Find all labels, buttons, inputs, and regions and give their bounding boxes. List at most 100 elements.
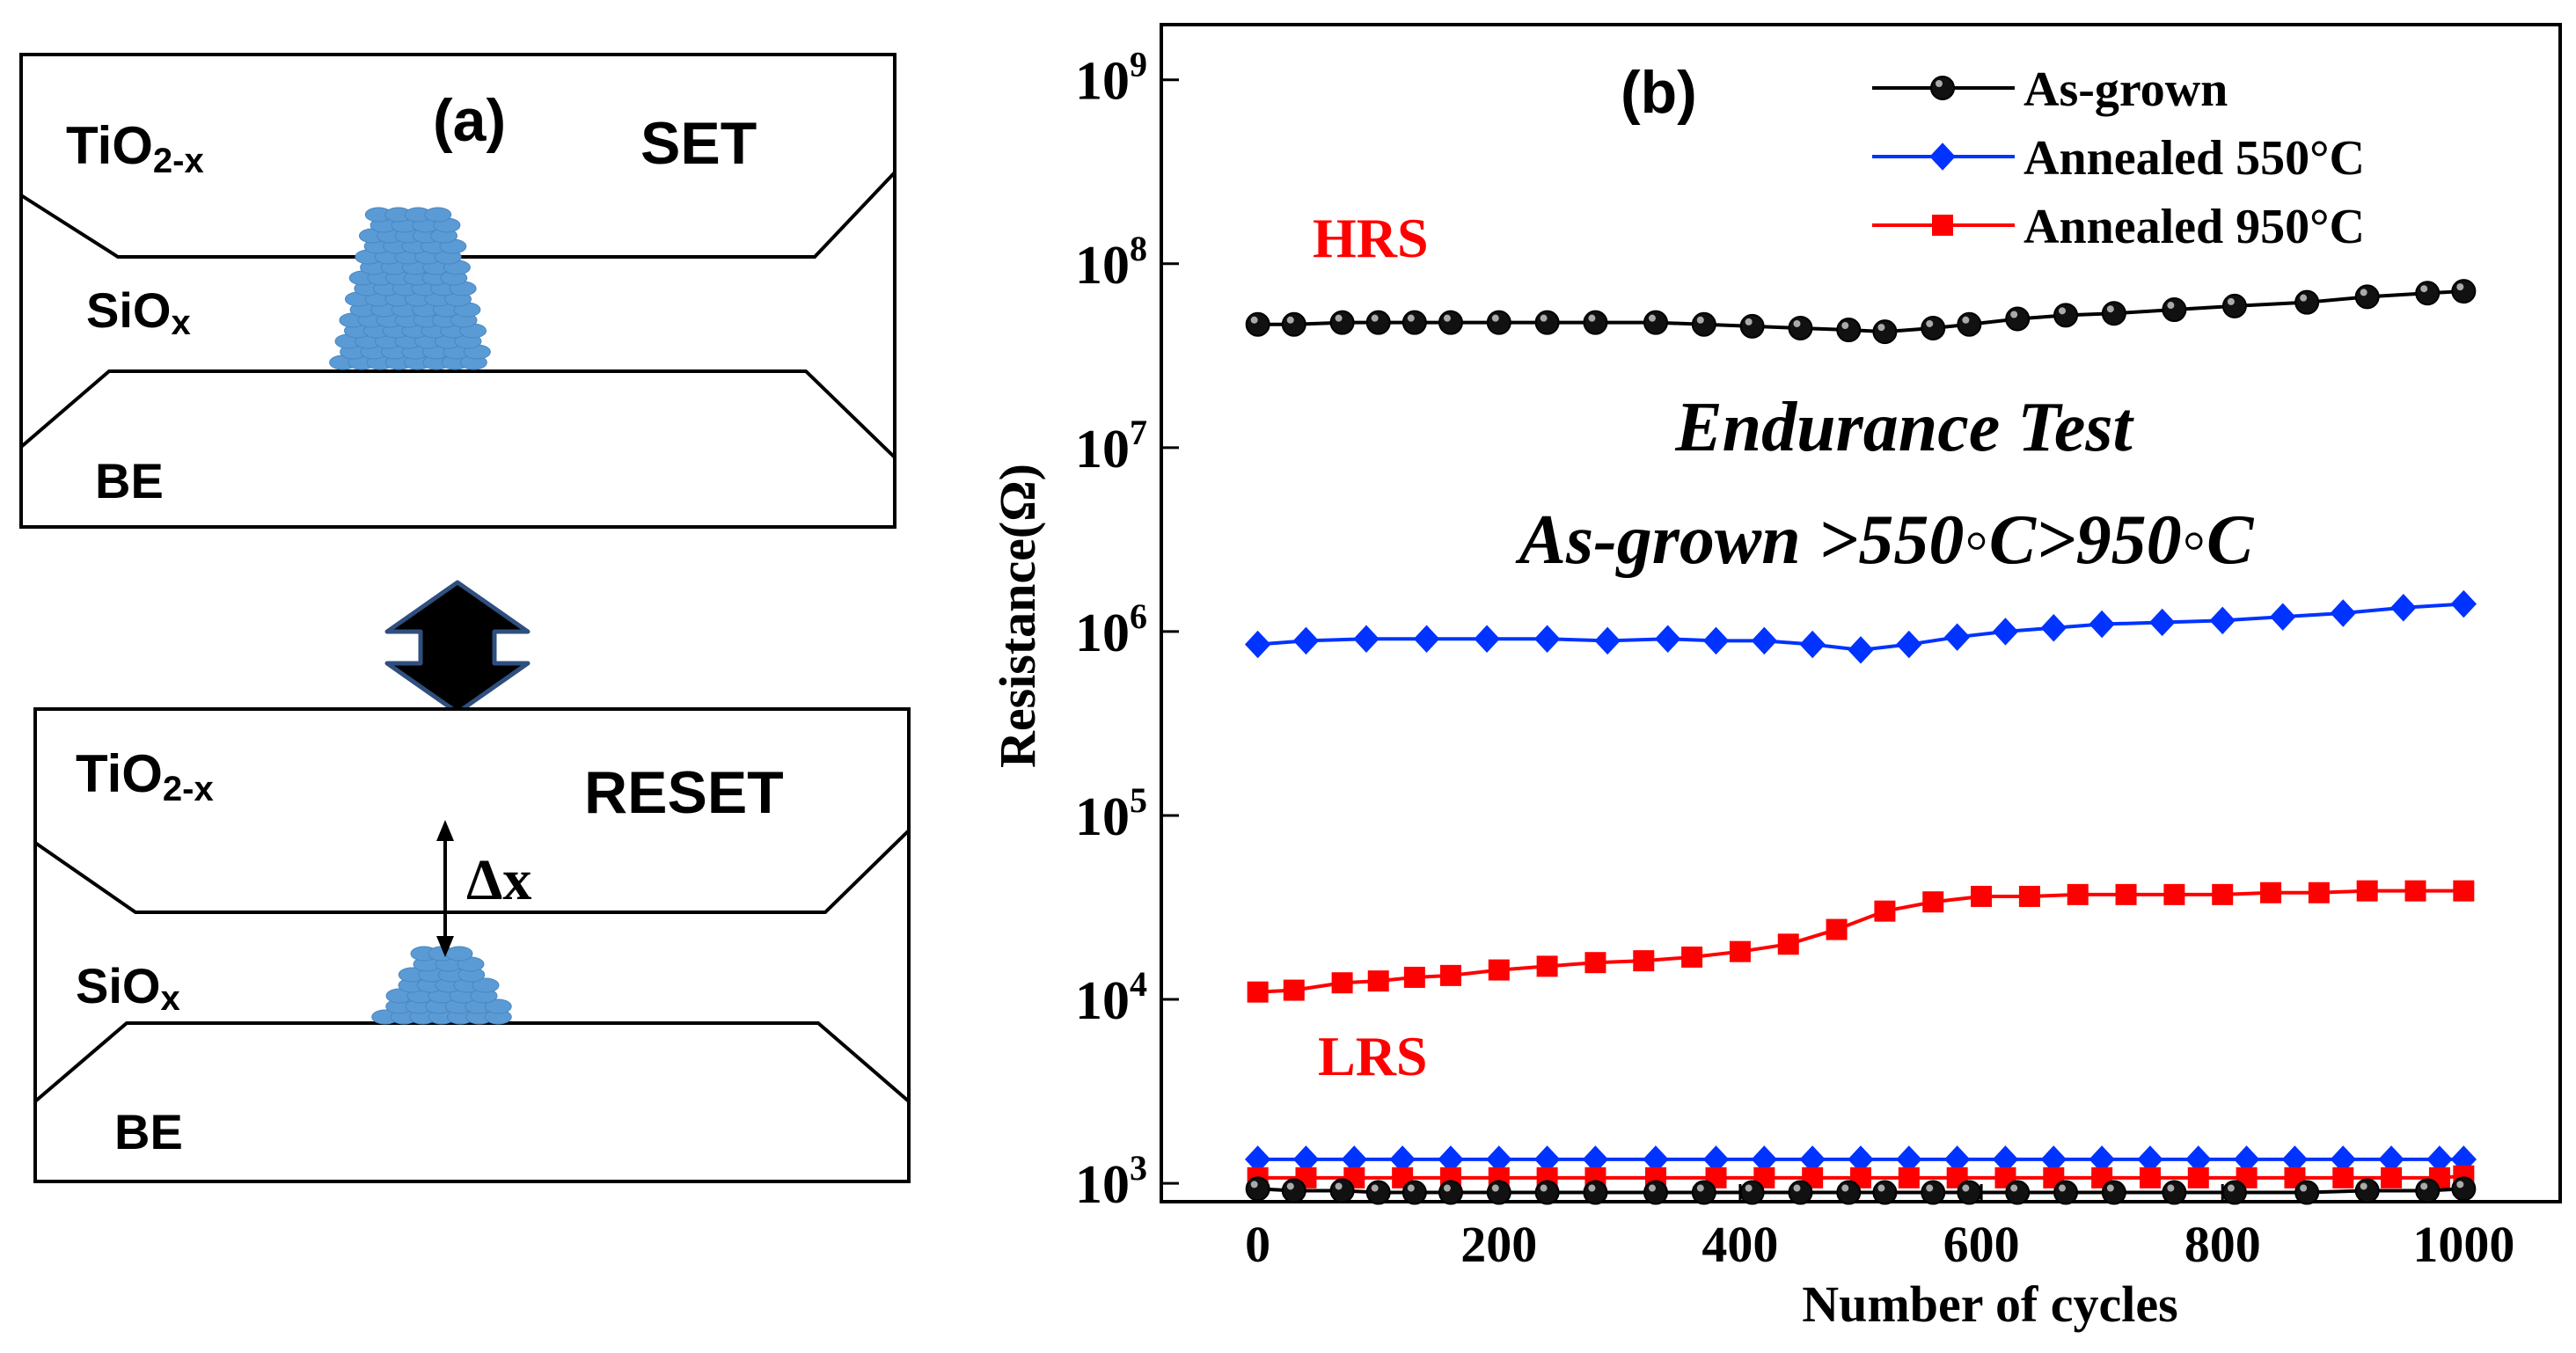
data-point <box>2308 881 2330 903</box>
data-point <box>1353 625 1379 654</box>
data-point-highlight <box>2300 294 2308 302</box>
data-point <box>2067 883 2089 905</box>
data-point <box>1584 952 1606 974</box>
data-point <box>2162 1180 2187 1205</box>
data-point <box>2101 1180 2126 1205</box>
series-annealed-950-c-lrs <box>1247 1165 2475 1188</box>
data-point <box>1702 626 1730 655</box>
data-point-highlight <box>1443 1184 1451 1192</box>
data-point <box>2018 885 2040 907</box>
y-tick-label: 103 <box>1075 1148 1147 1215</box>
data-point <box>1245 311 1270 337</box>
data-point-highlight <box>1371 1184 1379 1192</box>
data-point-highlight <box>1335 1182 1343 1190</box>
data-point-highlight <box>1491 314 1499 322</box>
data-point <box>2101 301 2126 326</box>
data-point <box>1739 1180 1765 1205</box>
data-point-highlight <box>2106 305 2114 313</box>
data-point <box>2212 883 2234 905</box>
data-point <box>2005 1180 2031 1205</box>
data-point-highlight <box>1540 1184 1548 1192</box>
y-tick-label: 106 <box>1075 596 1147 663</box>
data-point-highlight <box>2167 1184 2175 1192</box>
data-point <box>2453 880 2475 902</box>
data-point <box>2209 606 2236 635</box>
annotation-title-line1: Endurance Test <box>1674 389 2134 466</box>
reset-filament-cluster <box>371 946 512 1025</box>
data-point <box>1943 623 1971 651</box>
data-point <box>1365 310 1391 335</box>
data-point-highlight <box>1250 316 1258 324</box>
data-point-highlight <box>1793 319 1801 327</box>
data-point <box>1474 625 1500 654</box>
data-point <box>1488 959 1510 981</box>
data-point <box>1957 311 1982 337</box>
data-point <box>1836 1180 1862 1205</box>
data-point <box>1534 1180 1560 1205</box>
reset-middle-layer-label: SiOx <box>76 958 180 1018</box>
data-point <box>1486 1180 1511 1205</box>
data-point <box>1655 625 1681 654</box>
data-point <box>1788 315 1813 340</box>
data-point <box>1751 626 1778 655</box>
data-point <box>1403 966 1425 988</box>
series-annealed-950-c-hrs <box>1247 880 2475 1003</box>
set-top-layer-label: TiO2-x <box>66 116 204 180</box>
data-point <box>2221 293 2247 318</box>
reset-bottom-layer-label: BE <box>114 1104 183 1159</box>
set-state-label: SET <box>640 110 757 177</box>
x-tick-label: 200 <box>1460 1216 1537 1273</box>
data-point <box>2221 1180 2247 1205</box>
data-point-highlight <box>2059 307 2067 315</box>
reset-top-layer-label: TiO2-x <box>76 744 214 808</box>
data-point-highlight <box>1926 1184 1934 1192</box>
y-tick-label: 108 <box>1075 229 1147 296</box>
data-point <box>1896 630 1922 659</box>
data-point-highlight <box>2420 285 2428 293</box>
data-point <box>1957 1180 1982 1205</box>
data-point <box>2356 880 2378 902</box>
set-lower-interface <box>19 369 896 459</box>
reset-filament-particle <box>445 946 473 962</box>
data-point-highlight <box>2360 1182 2367 1190</box>
reset-state-label: RESET <box>584 759 784 826</box>
data-point <box>2115 883 2137 905</box>
data-point <box>1292 626 1320 655</box>
series-annealed-550-c-lrs <box>1244 1145 2477 1174</box>
y-tick-label: 104 <box>1075 964 1147 1031</box>
data-point <box>1691 1180 1716 1205</box>
data-point <box>1413 625 1440 654</box>
data-point <box>1643 1180 1668 1205</box>
data-point <box>1329 310 1355 335</box>
data-point <box>1898 1167 1920 1188</box>
data-point-highlight <box>1696 316 1704 324</box>
x-tick-label: 1000 <box>2412 1216 2514 1273</box>
data-point <box>2332 1167 2354 1188</box>
data-point-highlight <box>2227 297 2235 305</box>
data-point-highlight <box>1962 316 1970 324</box>
plot-frame <box>1160 23 2562 1203</box>
x-tick-label: 0 <box>1245 1216 1270 1273</box>
reset-filament-particle <box>472 977 500 993</box>
legend-marker <box>1930 76 1955 100</box>
data-point <box>2294 1180 2320 1205</box>
data-point <box>1633 950 1655 972</box>
data-point <box>1691 311 1716 337</box>
data-point-highlight <box>1443 314 1451 322</box>
data-point-highlight <box>1962 1184 1970 1192</box>
data-point <box>2451 279 2477 304</box>
data-point-highlight <box>1745 1184 1753 1192</box>
series-as-grown-hrs <box>1245 279 2477 345</box>
hrs-label: HRS <box>1313 207 1429 269</box>
data-point <box>1799 630 1826 659</box>
data-point-highlight <box>2227 1184 2235 1192</box>
data-point <box>1486 310 1511 335</box>
data-point-highlight <box>1793 1184 1801 1192</box>
data-point-highlight <box>1588 314 1596 322</box>
legend-label: Annealed 550°C <box>2023 131 2365 186</box>
panel-a-label: (a) <box>433 87 506 154</box>
data-point <box>1281 311 1306 337</box>
data-point <box>2187 1167 2209 1188</box>
data-point <box>1729 940 1751 962</box>
data-point <box>1643 310 1668 335</box>
